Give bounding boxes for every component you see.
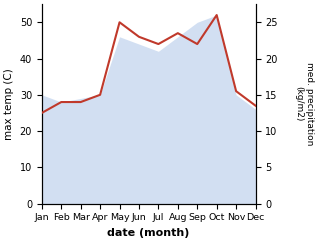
X-axis label: date (month): date (month) [107, 228, 190, 238]
Y-axis label: max temp (C): max temp (C) [4, 68, 14, 140]
Y-axis label: med. precipitation
(kg/m2): med. precipitation (kg/m2) [294, 62, 314, 145]
